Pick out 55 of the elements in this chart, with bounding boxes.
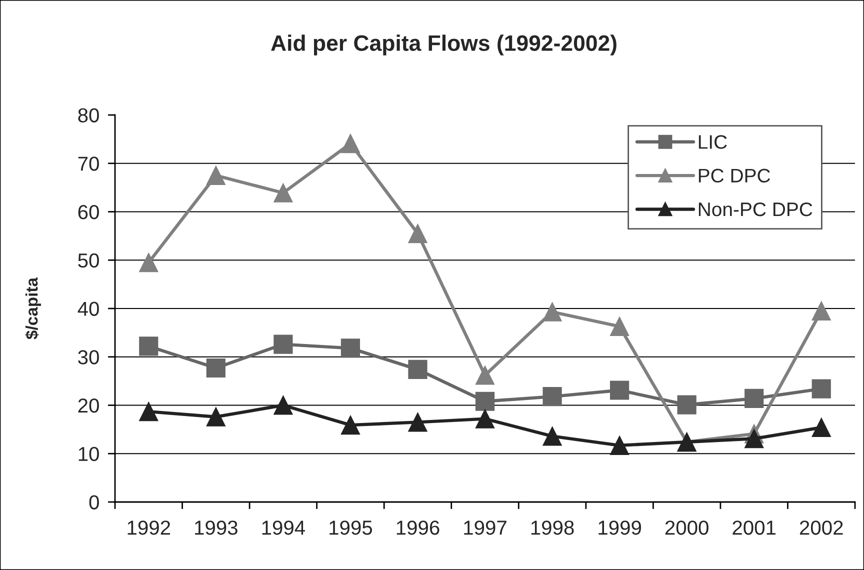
point bbox=[610, 380, 630, 400]
point bbox=[677, 395, 696, 414]
legend-label: LIC bbox=[698, 135, 727, 149]
point bbox=[475, 392, 495, 411]
point bbox=[408, 360, 428, 379]
point bbox=[274, 183, 293, 202]
point bbox=[139, 336, 158, 356]
x-tick-label: 1996 bbox=[396, 520, 440, 535]
y-tick-label: 40 bbox=[78, 302, 99, 316]
x-tick-label: 2002 bbox=[800, 520, 843, 535]
point bbox=[206, 407, 226, 426]
legend-label: Non-PC DPC bbox=[698, 202, 812, 216]
point bbox=[475, 409, 495, 428]
x-tick-label: 1994 bbox=[262, 520, 305, 535]
y-tick-label: 60 bbox=[78, 204, 99, 220]
y-tick-label: 80 bbox=[78, 108, 99, 122]
x-tick-label: 1995 bbox=[330, 520, 372, 535]
point bbox=[610, 316, 630, 336]
point bbox=[542, 426, 562, 446]
point bbox=[206, 358, 226, 378]
point bbox=[408, 412, 428, 432]
y-axis-title: $/capita bbox=[25, 277, 41, 340]
legend-label: PC DPC bbox=[698, 168, 770, 183]
point bbox=[206, 166, 226, 186]
x-tick-label: 2000 bbox=[665, 520, 708, 535]
x-tick-label: 2001 bbox=[732, 520, 776, 535]
x-tick-label: 1992 bbox=[128, 520, 170, 535]
point bbox=[340, 338, 360, 358]
point bbox=[744, 388, 764, 408]
point bbox=[408, 224, 428, 244]
point bbox=[274, 396, 293, 415]
point bbox=[340, 416, 360, 435]
x-tick-label: 1999 bbox=[598, 520, 641, 535]
point bbox=[610, 436, 630, 455]
point bbox=[812, 418, 831, 438]
point bbox=[542, 386, 562, 406]
point bbox=[812, 301, 831, 320]
chart-title: Aid per Capita Flows (1992-2002) bbox=[271, 34, 616, 56]
y-tick-label: 30 bbox=[78, 350, 99, 364]
point bbox=[139, 402, 158, 422]
y-tick-label: 20 bbox=[78, 398, 99, 413]
x-tick-label: 1993 bbox=[195, 520, 238, 535]
y-tick-label: 70 bbox=[78, 156, 99, 171]
y-tick-label: 10 bbox=[78, 446, 99, 462]
point bbox=[475, 366, 495, 385]
x-tick-label: 1998 bbox=[531, 520, 574, 535]
y-tick-label: 50 bbox=[78, 253, 99, 268]
point bbox=[812, 379, 831, 398]
point bbox=[139, 252, 158, 272]
y-tick-label: 0 bbox=[89, 495, 99, 510]
point bbox=[542, 302, 562, 322]
point bbox=[340, 134, 360, 154]
point bbox=[274, 334, 293, 354]
x-tick-label: 1997 bbox=[464, 520, 506, 535]
point bbox=[744, 429, 764, 448]
